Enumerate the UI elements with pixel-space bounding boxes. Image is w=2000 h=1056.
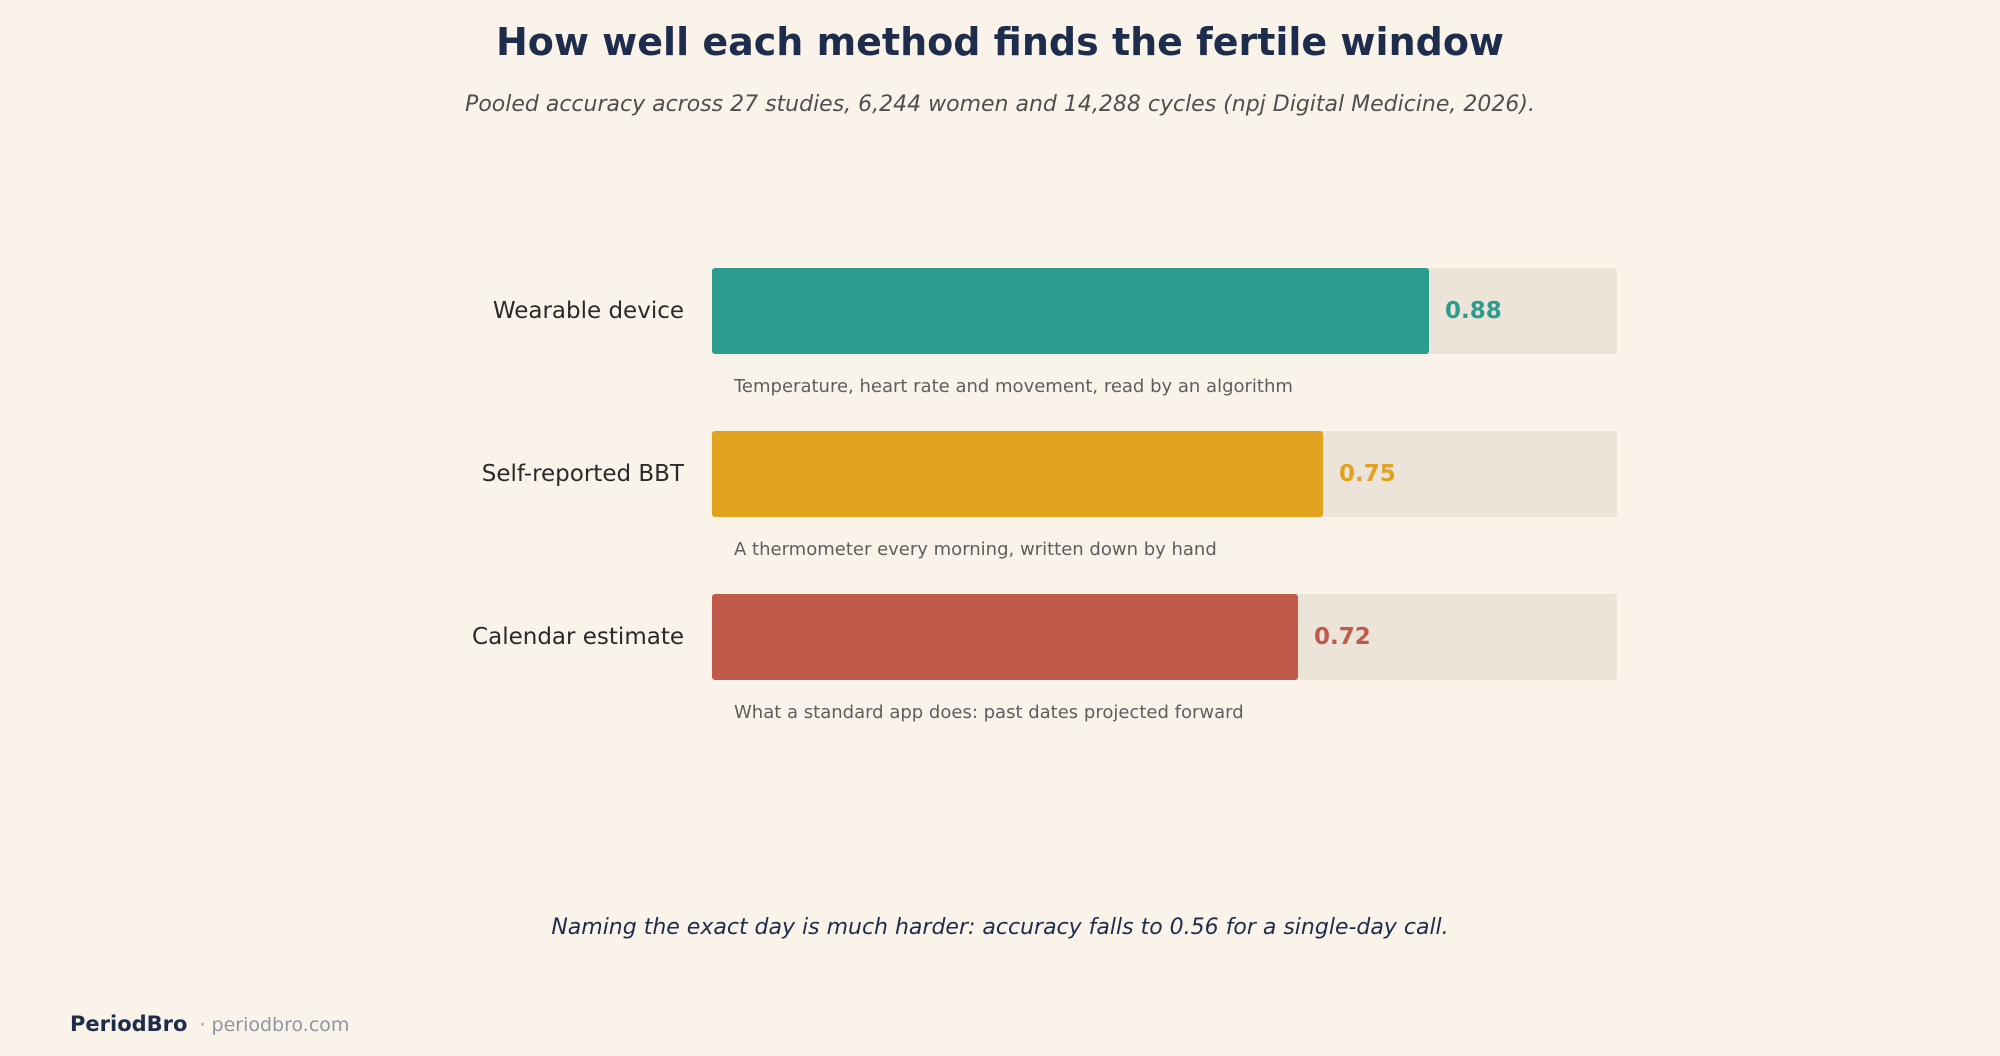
bar <box>712 431 1323 517</box>
value-label: 0.75 <box>1339 461 1396 487</box>
bar-track: 0.88 <box>712 268 1617 354</box>
footer: PeriodBro · periodbro.com <box>70 1010 349 1040</box>
chart-annotation: Naming the exact day is much harder: acc… <box>551 915 1449 940</box>
bar <box>712 594 1298 680</box>
method-description: A thermometer every morning, written dow… <box>734 539 1217 560</box>
bar <box>712 268 1429 354</box>
bar-row: Calendar estimate 0.72 What a standard app… <box>0 594 2000 723</box>
chart-title: How well each method finds the fertile w… <box>495 20 1505 64</box>
bar-row: Wearable device 0.88 Temperature, heart ra… <box>0 268 2000 397</box>
value-label: 0.72 <box>1314 624 1371 650</box>
method-description: What a standard app does: past dates pro… <box>734 702 1244 723</box>
site-link[interactable]: · periodbro.com <box>199 1014 350 1036</box>
bar-track: 0.72 <box>712 594 1617 680</box>
chart-subtitle: Pooled accuracy across 27 studies, 6,244… <box>465 92 1535 117</box>
bar-track: 0.75 <box>712 431 1617 517</box>
value-label: 0.88 <box>1445 298 1502 324</box>
bar-row: Self-reported BBT 0.75 A thermometer every… <box>0 431 2000 560</box>
category-label: Calendar estimate <box>472 624 684 650</box>
brand-name: PeriodBro <box>70 1012 188 1036</box>
method-description: Temperature, heart rate and movement, re… <box>734 376 1293 397</box>
category-label: Self-reported BBT <box>481 461 684 487</box>
category-label: Wearable device <box>492 298 684 324</box>
